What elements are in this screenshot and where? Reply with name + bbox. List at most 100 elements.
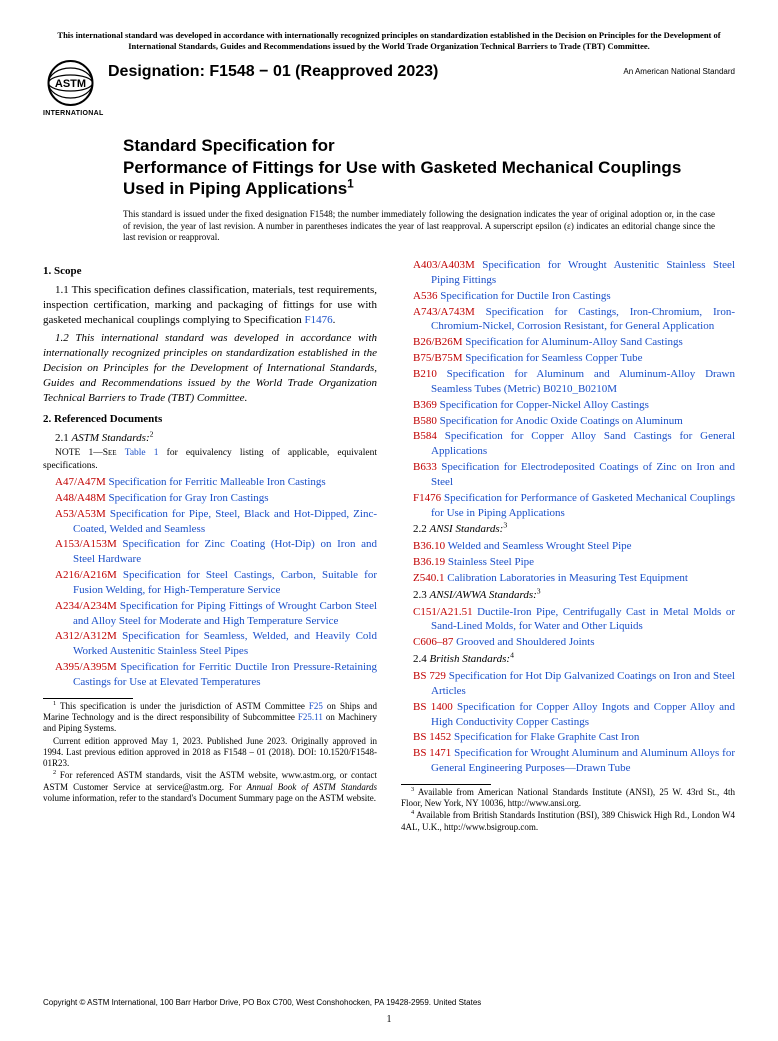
- ref-title[interactable]: Specification for Wrought Aluminum and A…: [431, 747, 735, 774]
- ref-code[interactable]: BS 1471: [413, 747, 451, 759]
- ref-21-sup: 2: [150, 429, 154, 438]
- ref-title[interactable]: Specification for Performance of Gaskete…: [431, 492, 735, 519]
- ref-code[interactable]: BS 1452: [413, 731, 451, 743]
- ref-code[interactable]: B584: [413, 430, 437, 442]
- fn3: 3 Available from American National Stand…: [401, 787, 735, 810]
- ref-code[interactable]: BS 1400: [413, 701, 453, 713]
- ref-item: B36.10 Welded and Seamless Wrought Steel…: [401, 539, 735, 554]
- ref-code[interactable]: C606–87: [413, 636, 453, 648]
- logo-text: INTERNATIONAL: [43, 110, 98, 117]
- note1-link[interactable]: Table 1: [125, 448, 159, 458]
- ref-title[interactable]: Specification for Flake Graphite Cast Ir…: [454, 731, 639, 743]
- ref-title[interactable]: Specification for Aluminum and Aluminum-…: [431, 368, 735, 395]
- ref-title[interactable]: Specification for Copper-Nickel Alloy Ca…: [440, 399, 649, 411]
- ref-item: A403/A403M Specification for Wrought Aus…: [401, 258, 735, 288]
- scope-p1-link[interactable]: F1476: [304, 314, 332, 326]
- ref-item: B36.19 Stainless Steel Pipe: [401, 555, 735, 570]
- ref-title[interactable]: Specification for Zinc Coating (Hot-Dip)…: [73, 538, 377, 565]
- ref-code[interactable]: A47/A47M: [55, 476, 106, 488]
- ref-code[interactable]: Z540.1: [413, 572, 444, 584]
- ref-title[interactable]: Specification for Copper Alloy Sand Cast…: [431, 430, 735, 457]
- ref-code[interactable]: A216/A216M: [55, 569, 117, 581]
- footnotes-left: 1 This specification is under the jurisd…: [43, 701, 377, 804]
- ref-23: 2.3 ANSI/AWWA Standards:3: [401, 588, 735, 603]
- ref-code[interactable]: F1476: [413, 492, 441, 504]
- ref-title[interactable]: Specification for Gray Iron Castings: [108, 492, 268, 504]
- page: This international standard was develope…: [0, 0, 778, 1041]
- ref-item: A153/A153M Specification for Zinc Coatin…: [43, 537, 377, 567]
- ref-code[interactable]: A48/A48M: [55, 492, 106, 504]
- ref-title[interactable]: Specification for Hot Dip Galvanized Coa…: [431, 670, 735, 697]
- ref-code[interactable]: B633: [413, 461, 437, 473]
- ref-item: A743/A743M Specification for Castings, I…: [401, 305, 735, 335]
- ref-code[interactable]: B26/B26M: [413, 336, 463, 348]
- ref-title[interactable]: Specification for Anodic Oxide Coatings …: [440, 415, 683, 427]
- fn4-text: Available from British Standards Institu…: [401, 810, 735, 831]
- svg-text:ASTM: ASTM: [55, 78, 86, 90]
- ref-title[interactable]: Specification for Castings, Iron-Chromiu…: [431, 306, 735, 333]
- ref-title[interactable]: Specification for Wrought Austenitic Sta…: [431, 259, 735, 286]
- ref-item: A53/A53M Specification for Pipe, Steel, …: [43, 507, 377, 537]
- ref-item: A216/A216M Specification for Steel Casti…: [43, 568, 377, 598]
- ref-title[interactable]: Specification for Seamless Copper Tube: [465, 352, 642, 364]
- ansi-list: B36.10 Welded and Seamless Wrought Steel…: [401, 539, 735, 586]
- ref-code[interactable]: A234/A234M: [55, 600, 117, 612]
- ref-item: BS 1400 Specification for Copper Alloy I…: [401, 700, 735, 730]
- ref-title[interactable]: Specification for Ferritic Ductile Iron …: [73, 661, 377, 688]
- fn1-a: This specification is under the jurisdic…: [60, 701, 309, 711]
- ref-code[interactable]: B580: [413, 415, 437, 427]
- ref-title[interactable]: Specification for Ductile Iron Castings: [440, 290, 610, 302]
- ref-title[interactable]: Stainless Steel Pipe: [448, 556, 534, 568]
- ref-22: 2.2 ANSI Standards:3: [401, 522, 735, 537]
- ref-22-sup: 3: [503, 521, 507, 530]
- ref-item: A536 Specification for Ductile Iron Cast…: [401, 289, 735, 304]
- ref-title[interactable]: Specification for Piping Fittings of Wro…: [73, 600, 377, 627]
- fn1-link2[interactable]: F25.11: [298, 712, 323, 722]
- ref-item: A312/A312M Specification for Seamless, W…: [43, 629, 377, 659]
- ref-title[interactable]: Specification for Copper Alloy Ingots an…: [431, 701, 735, 728]
- ref-code[interactable]: A403/A403M: [413, 259, 475, 271]
- ref-code[interactable]: A395/A395M: [55, 661, 117, 673]
- awwa-list: C151/A21.51 Ductile-Iron Pipe, Centrifug…: [401, 605, 735, 651]
- astm-logo: ASTM: [43, 59, 98, 114]
- ref-title[interactable]: Specification for Electrodeposited Coati…: [431, 461, 735, 488]
- ref-item: Z540.1 Calibration Laboratories in Measu…: [401, 571, 735, 586]
- ref-code[interactable]: B36.10: [413, 540, 445, 552]
- ref-title[interactable]: Specification for Pipe, Steel, Black and…: [73, 508, 377, 535]
- title: Standard Specification for Performance o…: [123, 135, 715, 199]
- ref-code[interactable]: B75/B75M: [413, 352, 463, 364]
- ref-code[interactable]: C151/A21.51: [413, 606, 473, 618]
- ref-item: B75/B75M Specification for Seamless Copp…: [401, 351, 735, 366]
- ref-title[interactable]: Specification for Ferritic Malleable Iro…: [108, 476, 325, 488]
- ref-title[interactable]: Grooved and Shouldered Joints: [456, 636, 594, 648]
- ref-23-sup: 3: [537, 586, 541, 595]
- ref-item: BS 729 Specification for Hot Dip Galvani…: [401, 669, 735, 699]
- ref-title[interactable]: Calibration Laboratories in Measuring Te…: [447, 572, 688, 584]
- ref-24-lbl: British Standards:: [430, 653, 511, 665]
- scope-p1-b: .: [333, 314, 336, 326]
- fn1-link1[interactable]: F25: [309, 701, 323, 711]
- ref-code[interactable]: A536: [413, 290, 437, 302]
- ref-code[interactable]: A743/A743M: [413, 306, 475, 318]
- ref-code[interactable]: BS 729: [413, 670, 446, 682]
- ref-title[interactable]: Specification for Aluminum-Alloy Sand Ca…: [465, 336, 683, 348]
- ref-item: C606–87 Grooved and Shouldered Joints: [401, 635, 735, 650]
- ref-item: B584 Specification for Copper Alloy Sand…: [401, 429, 735, 459]
- ref-title[interactable]: Specification for Seamless, Welded, and …: [73, 630, 377, 657]
- ref-code[interactable]: A312/A312M: [55, 630, 117, 642]
- ref-title[interactable]: Specification for Steel Castings, Carbon…: [73, 569, 377, 596]
- ref-code[interactable]: B36.19: [413, 556, 445, 568]
- ref-24-num: 2.4: [413, 653, 430, 665]
- ref-item: B369 Specification for Copper-Nickel All…: [401, 398, 735, 413]
- ref-code[interactable]: A53/A53M: [55, 508, 106, 520]
- ref-item: B633 Specification for Electrodeposited …: [401, 460, 735, 490]
- ref-code[interactable]: B210: [413, 368, 437, 380]
- ref-title[interactable]: Welded and Seamless Wrought Steel Pipe: [448, 540, 632, 552]
- ref-item: B580 Specification for Anodic Oxide Coat…: [401, 414, 735, 429]
- ref-code[interactable]: A153/A153M: [55, 538, 117, 550]
- ref-21-num: 2.1: [55, 432, 72, 444]
- ref-code[interactable]: B369: [413, 399, 437, 411]
- astm-list: A47/A47M Specification for Ferritic Mall…: [43, 475, 377, 690]
- ref-item: A234/A234M Specification for Piping Fitt…: [43, 599, 377, 629]
- ref-title[interactable]: Ductile-Iron Pipe, Centrifugally Cast in…: [431, 606, 735, 633]
